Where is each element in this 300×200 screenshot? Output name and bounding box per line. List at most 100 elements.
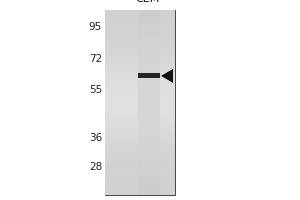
- Bar: [138, 19, 160, 22]
- Bar: [138, 53, 160, 56]
- Bar: [105, 19, 175, 22]
- Bar: [138, 161, 160, 164]
- Bar: [105, 186, 175, 189]
- Bar: [105, 65, 175, 69]
- Bar: [138, 72, 160, 75]
- Bar: [138, 75, 160, 78]
- Bar: [138, 87, 160, 90]
- Text: 72: 72: [89, 54, 102, 64]
- Bar: [105, 121, 175, 124]
- Bar: [138, 25, 160, 28]
- Bar: [138, 13, 160, 16]
- Bar: [105, 13, 175, 16]
- Bar: [138, 186, 160, 189]
- Bar: [138, 28, 160, 32]
- Text: 36: 36: [89, 133, 102, 143]
- Bar: [138, 10, 160, 13]
- Bar: [105, 53, 175, 56]
- Bar: [105, 62, 175, 66]
- Bar: [105, 133, 175, 136]
- Bar: [138, 35, 160, 38]
- Bar: [105, 44, 175, 47]
- Bar: [138, 130, 160, 133]
- Bar: [105, 87, 175, 90]
- Text: 28: 28: [89, 162, 102, 172]
- Bar: [138, 149, 160, 152]
- Bar: [105, 10, 175, 195]
- Bar: [105, 106, 175, 109]
- Bar: [138, 140, 160, 143]
- Bar: [105, 16, 175, 19]
- Bar: [105, 118, 175, 121]
- Bar: [138, 133, 160, 136]
- Bar: [105, 41, 175, 44]
- Bar: [138, 41, 160, 44]
- Bar: [105, 72, 175, 75]
- Bar: [105, 93, 175, 96]
- Bar: [105, 38, 175, 41]
- Bar: [138, 143, 160, 146]
- Bar: [105, 146, 175, 149]
- Bar: [105, 78, 175, 81]
- Bar: [138, 44, 160, 47]
- Bar: [138, 78, 160, 81]
- Bar: [105, 90, 175, 93]
- Bar: [105, 99, 175, 102]
- Bar: [138, 192, 160, 195]
- Bar: [138, 173, 160, 176]
- Bar: [105, 112, 175, 115]
- Bar: [138, 102, 160, 106]
- Bar: [138, 47, 160, 50]
- Bar: [138, 59, 160, 62]
- Bar: [105, 173, 175, 176]
- Bar: [105, 69, 175, 72]
- Bar: [138, 127, 160, 130]
- Bar: [105, 180, 175, 183]
- Bar: [138, 56, 160, 59]
- Bar: [105, 161, 175, 164]
- Bar: [105, 47, 175, 50]
- Bar: [138, 10, 160, 195]
- Bar: [105, 127, 175, 130]
- Bar: [105, 158, 175, 161]
- Bar: [138, 121, 160, 124]
- Bar: [138, 146, 160, 149]
- Bar: [105, 136, 175, 140]
- Bar: [105, 155, 175, 158]
- Bar: [105, 164, 175, 167]
- Bar: [138, 32, 160, 35]
- Bar: [138, 106, 160, 109]
- Bar: [138, 155, 160, 158]
- Bar: [138, 50, 160, 53]
- Bar: [138, 62, 160, 66]
- Bar: [138, 164, 160, 167]
- Bar: [105, 189, 175, 192]
- Text: 95: 95: [89, 22, 102, 32]
- Bar: [105, 109, 175, 112]
- Bar: [105, 22, 175, 25]
- Bar: [105, 170, 175, 173]
- Bar: [138, 109, 160, 112]
- Text: CEM: CEM: [136, 0, 160, 4]
- Bar: [138, 96, 160, 99]
- Bar: [138, 81, 160, 84]
- Bar: [138, 158, 160, 161]
- Bar: [138, 22, 160, 25]
- Bar: [138, 90, 160, 93]
- Bar: [105, 32, 175, 35]
- Bar: [138, 177, 160, 180]
- Bar: [105, 81, 175, 84]
- Bar: [105, 192, 175, 195]
- Bar: [138, 180, 160, 183]
- Bar: [105, 102, 175, 106]
- Bar: [105, 115, 175, 118]
- Bar: [138, 112, 160, 115]
- Bar: [105, 84, 175, 87]
- Bar: [105, 28, 175, 32]
- Bar: [138, 99, 160, 102]
- Bar: [138, 152, 160, 155]
- Bar: [138, 16, 160, 19]
- Bar: [138, 38, 160, 41]
- Bar: [105, 10, 175, 13]
- Bar: [105, 50, 175, 53]
